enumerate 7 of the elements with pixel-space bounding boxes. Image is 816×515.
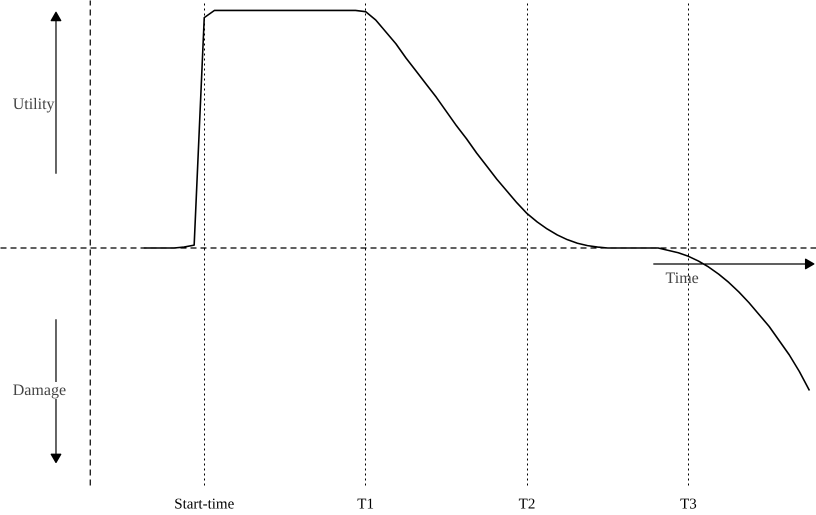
text: Utility: [12, 96, 55, 113]
text: Damage: [12, 382, 66, 399]
x-axis-title: Time: [666, 270, 699, 287]
x-tick-label: T1: [357, 496, 374, 512]
x-tick-label: Start-time: [174, 496, 235, 512]
x-tick-label: T3: [680, 496, 697, 512]
x-tick-label: T2: [518, 496, 536, 512]
